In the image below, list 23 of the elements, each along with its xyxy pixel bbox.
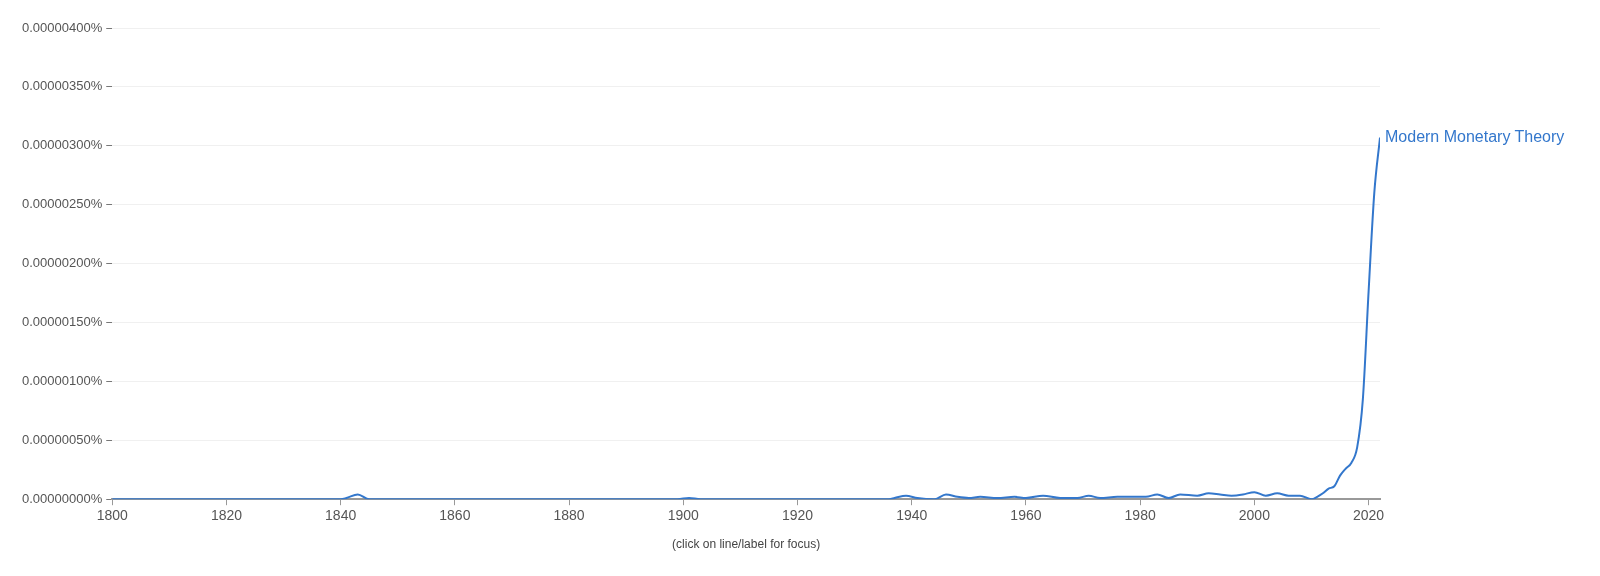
x-tick-label: 2000 [1238, 507, 1271, 524]
x-tick-label: 1940 [896, 507, 928, 524]
y-tick-label: 0.00000200% [21, 255, 103, 271]
x-tick-label: 1920 [781, 507, 814, 524]
x-tick-label: 1960 [1010, 507, 1042, 524]
y-tick-label: 0.00000300% [21, 137, 103, 153]
y-tick-label: 0.00000000% [21, 490, 103, 506]
x-tick-label: 1980 [1124, 507, 1156, 524]
x-tick-label: 2020 [1353, 507, 1385, 524]
x-tick-label: 1820 [210, 507, 243, 524]
y-tick-label: 0.00000250% [21, 196, 103, 212]
y-tick-label: 0.00000050% [21, 431, 103, 447]
text: (click on line/label for focus) [672, 536, 821, 551]
y-tick-label: 0.00000400% [21, 19, 103, 35]
y-tick-label: 0.00000150% [21, 314, 103, 330]
x-tick-label: 1840 [325, 507, 357, 524]
y-tick-label: 0.00000100% [21, 372, 103, 388]
x-tick-label: 1880 [553, 507, 585, 524]
series-label: Modern Monetary Theory [1385, 127, 1565, 145]
x-tick-label: 1860 [439, 507, 471, 524]
x-tick-label: 1900 [667, 507, 700, 524]
x-tick-label: 1800 [96, 507, 129, 524]
y-tick-label: 0.00000350% [21, 78, 103, 94]
